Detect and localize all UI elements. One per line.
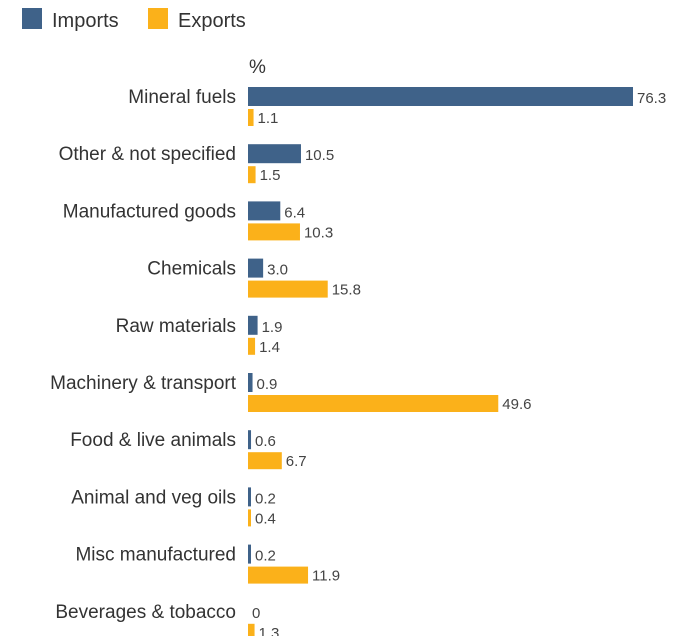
category-label-food-and-live-animals: Food & live animals xyxy=(70,430,236,451)
value-label-imports-chemicals: 3.0 xyxy=(267,262,288,279)
value-label-imports-mineral-fuels: 76.3 xyxy=(637,90,666,107)
category-label-animal-and-veg-oils: Animal and veg oils xyxy=(71,487,236,508)
bar-exports-manufactured-goods xyxy=(248,223,300,241)
category-label-chemicals: Chemicals xyxy=(147,259,236,280)
value-label-imports-raw-materials: 1.9 xyxy=(262,319,283,336)
legend-swatch-imports xyxy=(22,8,42,29)
bar-imports-food-and-live-animals xyxy=(248,430,252,450)
unit-label: % xyxy=(249,57,266,78)
bar-exports-animal-and-veg-oils xyxy=(248,509,251,527)
bar-exports-beverages-and-tobacco xyxy=(248,623,255,636)
category-label-machinery-and-transport: Machinery & transport xyxy=(50,373,237,394)
value-label-exports-misc-manufactured: 11.9 xyxy=(312,568,340,585)
value-label-exports-animal-and-veg-oils: 0.4 xyxy=(255,510,276,527)
bar-exports-chemicals xyxy=(248,280,328,298)
value-label-imports-misc-manufactured: 0.2 xyxy=(255,548,276,565)
value-labels: 76.3 1.1 10.5 1.5 6.4 10.3 3.0 15.8 1.9 1.4 0.9 49.… xyxy=(252,90,666,636)
bar-exports-misc-manufactured xyxy=(248,566,309,584)
category-label-raw-materials: Raw materials xyxy=(116,316,236,337)
legend-label-imports: Imports xyxy=(52,10,119,32)
value-label-imports-food-and-live-animals: 0.6 xyxy=(255,433,276,450)
value-label-imports-machinery-and-transport: 0.9 xyxy=(257,376,278,393)
bar-exports-other-and-not-specified xyxy=(248,166,256,184)
bar-imports-mineral-fuels xyxy=(248,87,633,106)
bar-imports-manufactured-goods xyxy=(248,201,281,221)
bar-imports-animal-and-veg-oils xyxy=(248,487,251,507)
category-labels: Mineral fuels Other & not specified Manufa… xyxy=(50,87,237,623)
bar-imports-machinery-and-transport xyxy=(248,373,253,392)
value-label-imports-manufactured-goods: 6.4 xyxy=(284,204,305,221)
value-label-exports-mineral-fuels: 1.1 xyxy=(258,110,279,127)
bar-exports-machinery-and-transport xyxy=(248,395,499,412)
bar-imports-other-and-not-specified xyxy=(248,144,301,164)
legend-label-exports: Exports xyxy=(178,10,246,32)
value-label-exports-beverages-and-tobacco: 1.3 xyxy=(259,625,280,636)
bar-exports-raw-materials xyxy=(248,337,256,355)
value-label-imports-animal-and-veg-oils: 0.2 xyxy=(255,490,276,507)
legend: Imports Exports xyxy=(22,8,246,32)
bar-exports-mineral-fuels xyxy=(248,109,254,126)
bar-imports-raw-materials xyxy=(248,315,258,335)
category-label-mineral-fuels: Mineral fuels xyxy=(128,87,236,108)
bar-imports-chemicals xyxy=(248,258,264,278)
value-label-exports-other-and-not-specified: 1.5 xyxy=(260,167,281,184)
category-label-manufactured-goods: Manufactured goods xyxy=(63,201,236,222)
bars xyxy=(248,87,633,636)
value-label-exports-chemicals: 15.8 xyxy=(332,282,361,299)
bar-exports-food-and-live-animals xyxy=(248,452,282,470)
value-label-exports-food-and-live-animals: 6.7 xyxy=(286,453,307,470)
category-label-other-and-not-specified: Other & not specified xyxy=(59,144,236,165)
value-label-imports-beverages-and-tobacco: 0 xyxy=(252,605,260,622)
legend-swatch-exports xyxy=(148,8,168,29)
category-label-beverages-and-tobacco: Beverages & tobacco xyxy=(55,602,236,623)
category-label-misc-manufactured: Misc manufactured xyxy=(75,545,236,566)
bar-imports-misc-manufactured xyxy=(248,544,251,564)
value-label-exports-machinery-and-transport: 49.6 xyxy=(502,396,531,413)
value-label-exports-raw-materials: 1.4 xyxy=(259,339,280,356)
value-label-exports-manufactured-goods: 10.3 xyxy=(304,224,333,241)
value-label-imports-other-and-not-specified: 10.5 xyxy=(305,147,334,164)
